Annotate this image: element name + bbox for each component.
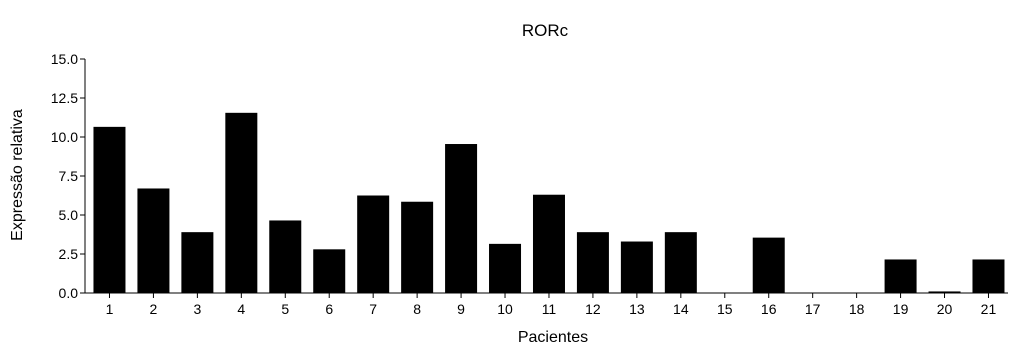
- x-tick-label: 10: [497, 301, 513, 317]
- bar: [93, 126, 126, 293]
- x-tick-label: 18: [849, 301, 865, 317]
- x-tick-label: 15: [717, 301, 733, 317]
- bar: [532, 194, 565, 293]
- x-tick-label: 21: [981, 301, 997, 317]
- y-tick-label: 15.0: [51, 51, 78, 67]
- y-axis-title: Expressão relativa: [9, 109, 26, 241]
- x-tick-label: 13: [629, 301, 645, 317]
- y-axis: 0.0 2.5 5.0 7.5 10.0 12.5 15.0: [51, 51, 86, 301]
- bar: [972, 259, 1005, 293]
- x-tick-label: 14: [673, 301, 689, 317]
- x-tick-label: 11: [542, 301, 557, 317]
- bar: [181, 232, 214, 293]
- x-tick-label: 17: [805, 301, 821, 317]
- bar: [752, 237, 785, 293]
- y-tick-label: 10.0: [51, 129, 78, 145]
- bar: [576, 232, 609, 293]
- bar: [445, 144, 478, 293]
- bar: [269, 220, 302, 293]
- y-tick-label: 7.5: [59, 168, 79, 184]
- x-axis: 1 2 3 4 5 6 7 8 9 10 11 12 13 14 15 16 17 18 19 20 21: [85, 292, 1008, 317]
- bars: [93, 112, 1005, 293]
- chart-title: RORc: [522, 21, 569, 40]
- bar: [225, 112, 258, 293]
- x-tick-label: 12: [585, 301, 601, 317]
- x-tick-label: 2: [150, 301, 158, 317]
- y-tick-label: 12.5: [51, 90, 78, 106]
- x-tick-label: 20: [937, 301, 953, 317]
- x-tick-label: 7: [369, 301, 377, 317]
- x-tick-label: 3: [193, 301, 201, 317]
- y-tick-label: 5.0: [59, 207, 79, 223]
- bar: [884, 259, 917, 293]
- bar: [357, 195, 390, 293]
- x-axis-title: Pacientes: [518, 329, 588, 346]
- x-tick-label: 19: [893, 301, 909, 317]
- y-tick-label: 2.5: [59, 246, 79, 262]
- x-tick-label: 5: [281, 301, 289, 317]
- bar: [137, 188, 170, 293]
- x-tick-label: 16: [761, 301, 777, 317]
- bar: [313, 249, 346, 293]
- bar: [928, 291, 961, 293]
- bar: [620, 241, 653, 293]
- x-tick-label: 9: [457, 301, 465, 317]
- x-tick-label: 6: [325, 301, 333, 317]
- bar: [664, 232, 697, 293]
- bar: [489, 243, 522, 293]
- bar: [401, 201, 434, 293]
- x-tick-label: 4: [237, 301, 245, 317]
- x-tick-label: 1: [106, 301, 114, 317]
- y-tick-label: 0.0: [59, 285, 79, 301]
- x-tick-label: 8: [413, 301, 421, 317]
